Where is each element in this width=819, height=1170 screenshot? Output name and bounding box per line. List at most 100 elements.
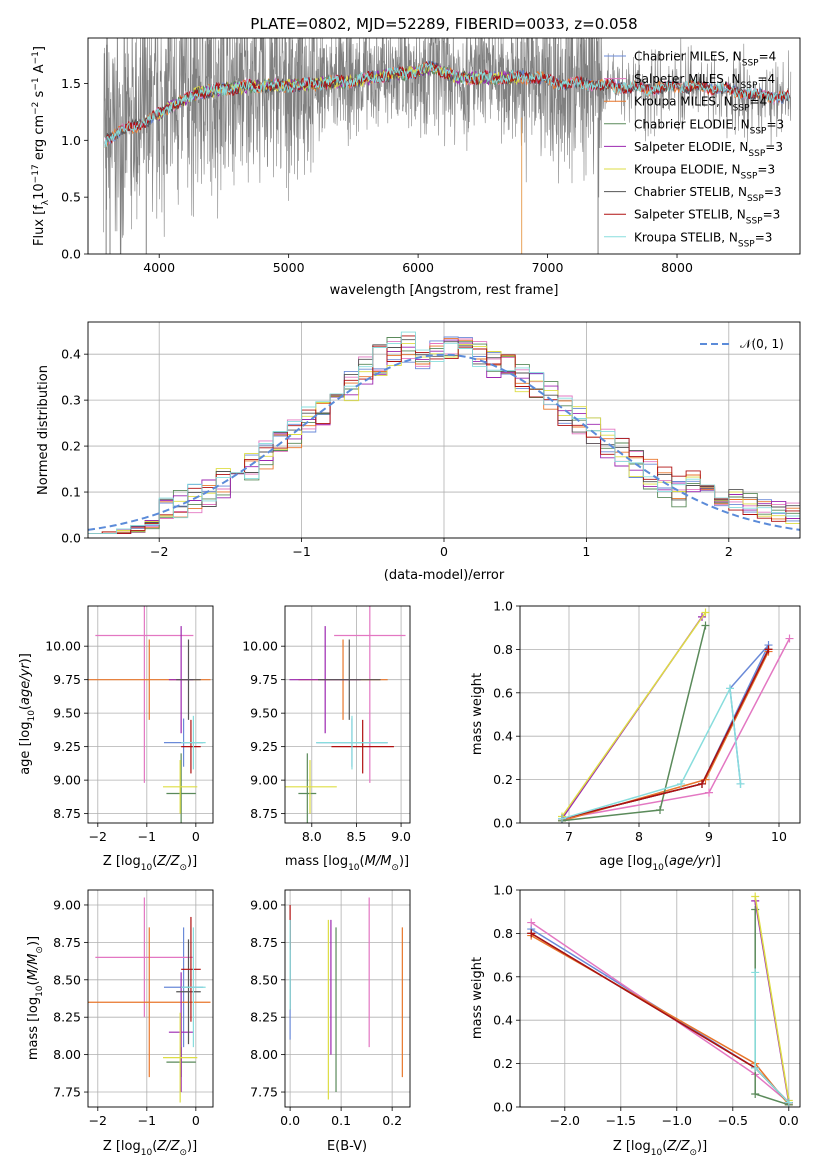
y-tick-label: 0.4 (493, 1013, 513, 1028)
y-tick-label: 8.00 (53, 1047, 81, 1062)
x-tick-label: −2 (89, 829, 107, 844)
spectrum-axes: 4000 5000 6000 7000 8000 0.0 0.5 1.0 1.5 waveleng… (31, 37, 801, 298)
mass-vs-ebv-axes: 0.0 0.1 0.2 7.75 8.00 8.25 8.50 8.75 9.00 E(B-V) (250, 889, 411, 1154)
spectrum-ylabel-part: −2 (31, 102, 41, 115)
x-tick-label: 10 (771, 829, 787, 844)
weight-line (561, 612, 707, 817)
mass-vs-Z-ylabel: mass [log10(M/M⊙)] (26, 936, 45, 1060)
y-tick-label: 0.0 (493, 1100, 513, 1115)
spectrum-ylabel-part: −1 (31, 51, 41, 64)
legend-label-part: 𝒩 (740, 337, 754, 351)
legend-label-part: SSP (746, 217, 763, 227)
weight-marker (705, 788, 713, 797)
weight-vs-age-xlabel-part: )] (711, 854, 721, 869)
figure-title: PLATE=0802, MJD=52289, FIBERID=0033, z=0… (250, 15, 637, 33)
y-tick-label: 0.1 (61, 485, 81, 500)
legend-label: Chabrier STELIB, NSSP=3 (634, 185, 782, 204)
age-vs-Z-ylabel-part: age/yr (18, 662, 33, 705)
weight-vs-Z-plot (527, 892, 793, 1107)
mass-vs-Z-xlabel: Z [log10(Z/Z⊙)] (103, 1139, 197, 1158)
y-tick-label: 0.8 (493, 642, 513, 657)
y-tick-label: 0.2 (493, 772, 513, 787)
weight-line (561, 625, 707, 822)
weight-marker (785, 634, 794, 643)
weight-vs-Z-xlabel-part: ( (662, 1139, 667, 1154)
mass-vs-ebv-xlabel: E(B-V) (327, 1139, 367, 1154)
legend-label-part: Kroupa ELODIE, N (634, 163, 741, 177)
age-vs-mass-xlabel-part: 10 (348, 863, 360, 873)
weight-line (530, 932, 790, 1104)
y-tick-label: 0.3 (61, 393, 81, 408)
spectrum-ylabel-part: −1 (31, 77, 41, 90)
x-tick-label: −2 (150, 544, 168, 559)
y-tick-label: 9.00 (53, 773, 81, 788)
mass-vs-Z-xlabel-part: 10 (141, 1148, 153, 1158)
residuals-ylabel: Normed distribution (36, 365, 51, 495)
weight-marker (751, 1089, 760, 1098)
y-tick-label: 0.4 (61, 347, 81, 362)
mass-vs-Z-xlabel-part: Z [log (103, 1139, 141, 1154)
weight-vs-age-xlabel-part: age/yr (669, 854, 712, 869)
x-tick-label: 5000 (273, 260, 305, 275)
legend-label-part: Salpeter MILES, N (634, 72, 741, 86)
weight-marker (751, 892, 760, 901)
y-tick-label: 9.50 (53, 706, 81, 721)
y-tick-label: 8.25 (53, 1010, 81, 1025)
x-tick-label: 8000 (661, 260, 693, 275)
legend-label-part: Chabrier ELODIE, N (634, 117, 750, 131)
y-tick-label: 0.5 (61, 190, 81, 205)
spectrum-frame (87, 37, 801, 255)
x-tick-label: −2.0 (550, 1113, 580, 1128)
legend-label: 𝒩(0, 1) (740, 337, 784, 351)
y-tick-label: 8.75 (250, 935, 278, 950)
legend-label-part: (0, 1) (752, 337, 784, 351)
x-tick-label: 1 (582, 544, 590, 559)
weight-vs-Z-axes: −2.0 −1.5 −1.0 −0.5 0.0 0.0 0.2 0.4 0.6 0.8 1.0 Z [… (470, 883, 801, 1158)
x-tick-label: 9.0 (391, 829, 411, 844)
weight-vs-Z-xlabel-part: 10 (651, 1148, 663, 1158)
spectrum-plot (103, 38, 792, 254)
y-tick-label: 1.0 (493, 883, 513, 898)
spectrum-ylabel-part: erg cm (32, 115, 47, 164)
y-tick-label: 9.25 (250, 739, 278, 754)
spectrum-ylabel-part: Flux [f (32, 205, 47, 246)
legend-label-part: Salpeter ELODIE, N (634, 140, 748, 154)
x-tick-label: 9 (705, 829, 713, 844)
y-tick-label: 9.75 (250, 672, 278, 687)
y-tick-label: 1.5 (61, 76, 81, 91)
legend-label-part: SSP (742, 59, 759, 69)
mass-vs-Z-ylabel-part: M/M (26, 954, 41, 981)
weight-marker (701, 608, 710, 617)
legend-label-part: SSP (741, 81, 758, 91)
legend-label-part: SSP (733, 104, 750, 114)
spectrum-xlabel: wavelength [Angstrom, rest frame] (330, 283, 559, 298)
y-tick-label: 8.75 (250, 806, 278, 821)
mass-vs-ebv-plot (289, 897, 403, 1100)
x-tick-label: 2 (725, 544, 733, 559)
legend-label: Kroupa ELODIE, NSSP=3 (634, 163, 775, 182)
weight-line (530, 921, 790, 1104)
y-tick-label: 9.50 (250, 706, 278, 721)
age-vs-Z-ylabel-part: ( (18, 705, 33, 710)
weight-marker (751, 1063, 760, 1072)
age-vs-Z-xlabel-part: Z [log (103, 854, 141, 869)
x-tick-label: −2 (89, 1113, 107, 1128)
weight-vs-Z-xlabel-part: Z/Z (666, 1139, 690, 1154)
legend-label-part: =4 (750, 95, 768, 109)
spectrum-model-line (104, 62, 790, 148)
x-tick-label: −1 (138, 1113, 156, 1128)
legend-label: Kroupa MILES, NSSP=4 (634, 95, 767, 114)
x-tick-label: −1.5 (606, 1113, 636, 1128)
residuals-xlabel: (data-model)/error (384, 568, 505, 583)
legend-label: Kroupa STELIB, NSSP=3 (634, 230, 772, 249)
age-vs-mass-plot (285, 606, 406, 823)
weight-vs-age-xlabel-part: 10 (652, 863, 664, 873)
legend-label-part: =3 (763, 208, 781, 222)
age-vs-Z-xlabel: Z [log10(Z/Z⊙)] (103, 854, 197, 873)
legend-label-part: Kroupa MILES, N (634, 95, 733, 109)
y-tick-label: 9.00 (250, 897, 278, 912)
mass-vs-Z-xlabel-part: ( (152, 1139, 157, 1154)
mass-vs-Z-xlabel-part: ⊙ (179, 1148, 187, 1158)
y-tick-label: 0.4 (493, 729, 513, 744)
